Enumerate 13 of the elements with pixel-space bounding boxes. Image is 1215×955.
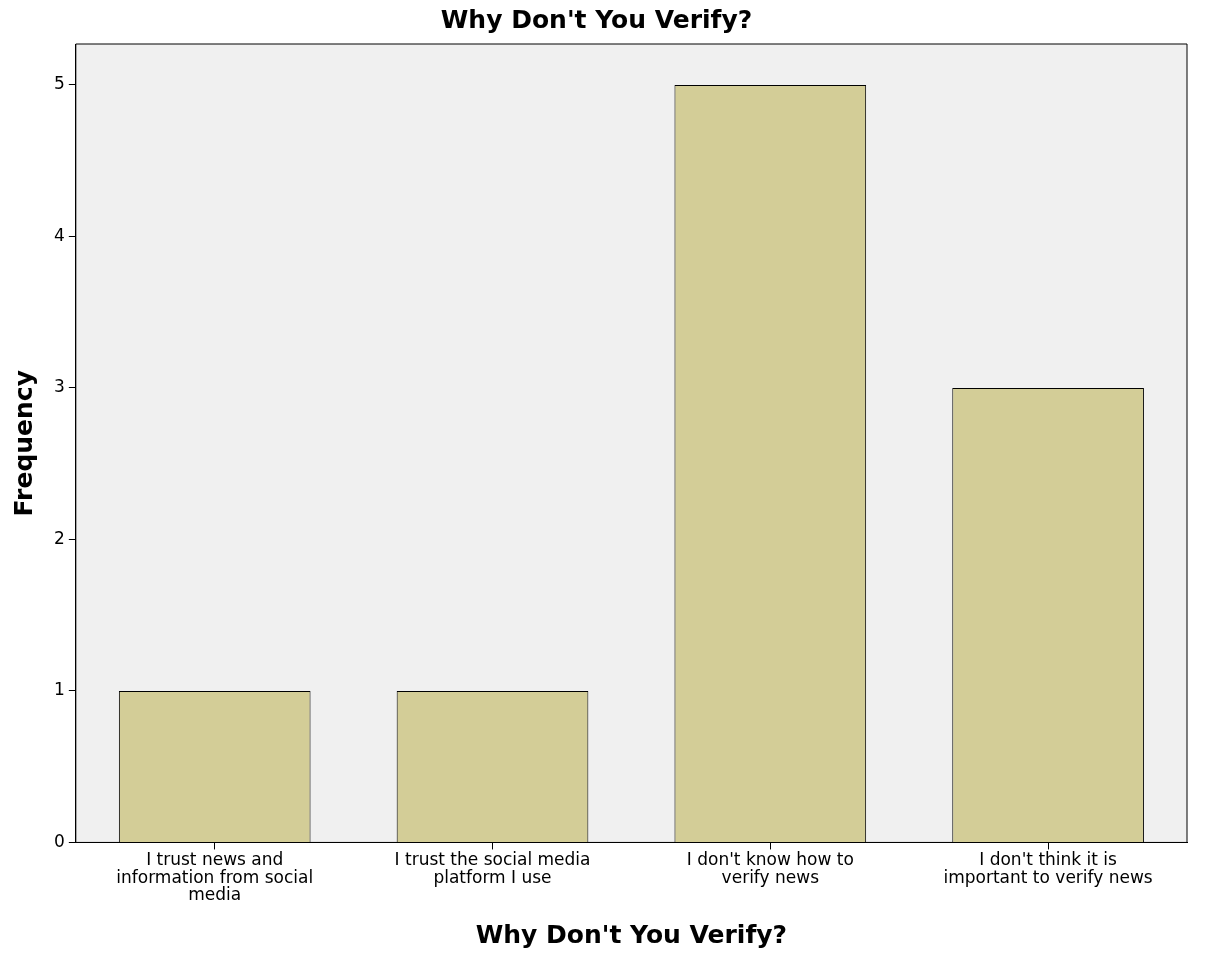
y-tick-label: 0 xyxy=(53,830,65,851)
y-tick-label: 1 xyxy=(53,679,65,700)
x-tick-label: I don't know how to verify news xyxy=(686,848,854,887)
y-tick-label: 5 xyxy=(53,73,65,94)
x-tick-label: I trust news and information from social media xyxy=(116,848,314,905)
chart-title: Why Don't You Verify? xyxy=(440,4,753,34)
x-axis-title: Why Don't You Verify? xyxy=(475,919,788,949)
y-tick-label: 3 xyxy=(53,376,65,397)
y-tick-label: 2 xyxy=(53,527,65,548)
x-tick-label: I trust the social media platform I use xyxy=(394,848,591,887)
y-tick-label: 4 xyxy=(53,224,65,245)
y-axis-title: Frequency xyxy=(8,370,38,517)
x-tick-label: I don't think it is important to verify news xyxy=(943,848,1153,887)
